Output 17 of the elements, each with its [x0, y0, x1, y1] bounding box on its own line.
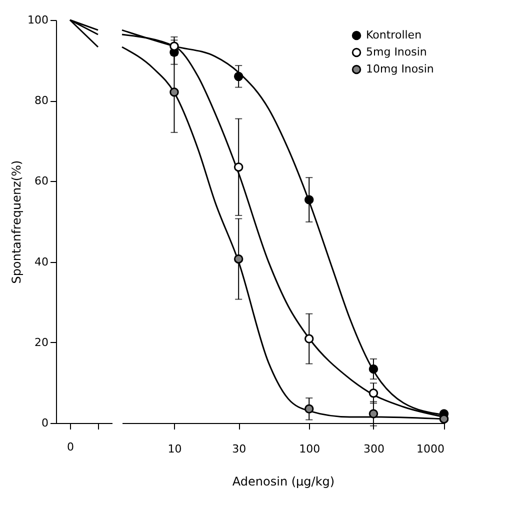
legend-label: 5mg Inosin: [366, 46, 427, 58]
x-tick-label: 0: [67, 440, 74, 454]
x-tick-label: 300: [363, 442, 384, 456]
x-tick-label: 10: [168, 442, 182, 456]
y-tick-label: 80: [34, 94, 48, 108]
y-axis-title: Spontanfrequenz(%): [10, 160, 24, 284]
y-tick-label: 60: [34, 174, 48, 188]
x-tick-label: 1000: [416, 442, 444, 456]
y-tick-label: 20: [34, 336, 48, 349]
x-tick-label: 100: [299, 442, 320, 456]
y-tick-label: 0: [42, 416, 48, 430]
x-axis-title: Adenosin (μg/kg): [232, 474, 335, 488]
legend-label: Kontrollen: [366, 28, 422, 42]
y-tick-label: 40: [34, 255, 48, 268]
legend-label: 10mg Inosin: [366, 62, 434, 76]
x-tick-label: 30: [232, 442, 246, 456]
y-tick-label: 100: [28, 14, 48, 26]
